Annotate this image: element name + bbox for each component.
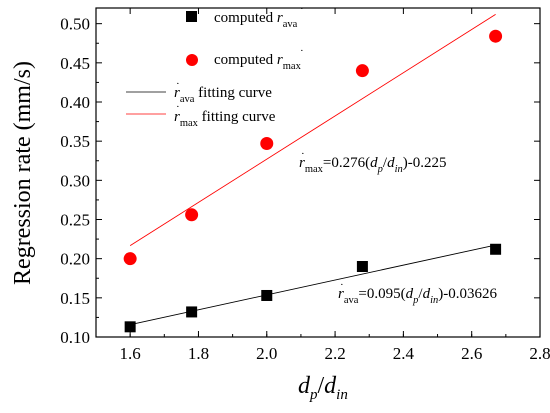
x-axis-title-d2: d: [324, 373, 337, 399]
point-ava: [124, 321, 136, 333]
x-axis-title-slash: /: [318, 373, 325, 399]
point-ava: [186, 306, 198, 318]
y-tick-label: 0.25: [60, 211, 90, 230]
y-tick-label: 0.15: [60, 289, 90, 308]
y-tick-label: 0.45: [60, 54, 90, 73]
legend-dot-fit-max: ·: [176, 101, 180, 113]
legend-marker-ava: [186, 11, 197, 22]
x-tick-label: 2.4: [393, 344, 415, 363]
y-tick-label: 0.40: [60, 93, 90, 112]
fit-line-max: [129, 13, 496, 247]
point-max: [489, 29, 503, 43]
x-axis-title: dp/din: [298, 373, 348, 403]
y-tick-label: 0.35: [60, 132, 90, 151]
y-axis-title: Regression rate (mm/s): [10, 61, 36, 285]
data-points: [123, 29, 503, 333]
point-ava: [261, 289, 273, 301]
point-max: [123, 252, 137, 266]
x-axis-title-d1: d: [298, 373, 311, 399]
equation-max-text: rmax=0.276(dp/din)-0.225: [299, 155, 446, 175]
point-max: [260, 137, 274, 151]
legend-marker-max: [186, 54, 198, 66]
legend-label-fit-max: rmax fitting curve: [174, 109, 276, 129]
legend-label-ava: computed rava: [214, 10, 298, 30]
legend-dot-fit-ava: ·: [176, 78, 180, 90]
equation-ava: rava=0.095(dp/din)-0.03626 ·: [338, 279, 497, 306]
x-axis-title-sub2: in: [336, 387, 348, 403]
point-ava: [490, 243, 502, 255]
axis-tick-labels: 1.6 1.8 2.0 2.2 2.4 2.6 2.8 0.10 0.15 0.20 0.25 0.3…: [60, 15, 550, 363]
x-tick-label: 2.2: [324, 344, 345, 363]
x-tick-label: 2.6: [461, 344, 482, 363]
point-ava: [356, 261, 368, 272]
y-tick-label: 0.10: [60, 328, 90, 347]
legend: computed rava · computed rmax · rava fit…: [126, 3, 304, 129]
equation-max-dot: ·: [301, 148, 305, 160]
point-max: [355, 64, 369, 78]
legend-label-max: computed rmax: [214, 52, 302, 72]
point-max: [185, 208, 199, 222]
x-axis-title-sub1: p: [309, 387, 318, 403]
plot-frame: [95, 7, 541, 338]
y-tick-label: 0.50: [60, 15, 90, 34]
legend-dot-max: ·: [300, 45, 304, 57]
equation-ava-dot: ·: [340, 279, 344, 291]
axis-ticks: [95, 8, 541, 338]
y-tick-label: 0.20: [60, 250, 90, 269]
x-tick-label: 2.8: [529, 344, 550, 363]
x-tick-label: 1.6: [120, 344, 141, 363]
x-tick-label: 2.0: [256, 344, 277, 363]
equation-ava-text: rava=0.095(dp/din)-0.03626: [338, 286, 497, 306]
legend-label-fit-ava: rava fitting curve: [174, 85, 272, 105]
fit-line-ava: [130, 244, 496, 326]
equation-max: rmax=0.276(dp/din)-0.225 ·: [299, 148, 446, 175]
x-tick-label: 1.8: [188, 344, 209, 363]
y-tick-label: 0.30: [60, 171, 90, 190]
legend-dot-ava: ·: [300, 3, 304, 15]
